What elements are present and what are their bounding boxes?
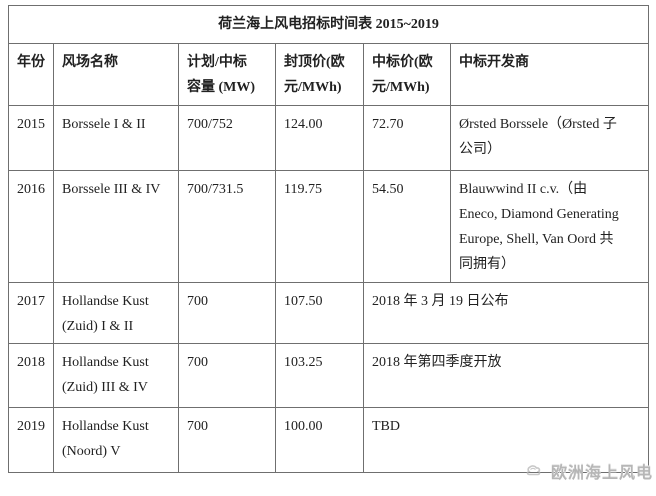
cell-merged-status: TBD <box>362 407 650 473</box>
cell-capacity: 700 <box>178 343 276 408</box>
cell-ceiling-price: 107.50 <box>275 282 364 344</box>
header-ceiling-price: 封顶价(欧 元/MWh) <box>275 43 364 106</box>
header-strike-price: 中标价(欧 元/MWh) <box>363 43 451 106</box>
cell-developer: Blauwwind II c.v.（由 Eneco, Diamond Gener… <box>449 170 650 283</box>
cell-developer: Ørsted Borssele（Ørsted 子 公司） <box>449 105 650 171</box>
table-title: 荷兰海上风电招标时间表 2015~2019 <box>7 5 650 44</box>
watermark-logo-icon <box>526 461 548 481</box>
cell-wind-farm: Hollandse Kust (Zuid) I & II <box>53 282 179 344</box>
cell-wind-farm: Hollandse Kust (Noord) V <box>53 407 179 473</box>
cell-capacity: 700/752 <box>178 105 276 171</box>
cell-year: 2016 <box>8 170 54 283</box>
header-year: 年份 <box>8 43 54 106</box>
table-title-row: 荷兰海上风电招标时间表 2015~2019 <box>7 5 650 44</box>
cell-year: 2019 <box>8 407 54 473</box>
cell-capacity: 700 <box>178 282 276 344</box>
header-capacity: 计划/中标 容量 (MW) <box>178 43 276 106</box>
cell-merged-status: 2018 年第四季度开放 <box>362 343 650 408</box>
cell-wind-farm: Hollandse Kust (Zuid) III & IV <box>53 343 179 408</box>
watermark-text: 欧洲海上风电 <box>550 465 653 482</box>
table-row-2019: 2019 Hollandse Kust (Noord) V 700 100.00… <box>8 407 650 473</box>
cell-strike-price: 54.50 <box>363 170 451 283</box>
cell-ceiling-price: 119.75 <box>275 170 364 283</box>
cell-ceiling-price: 124.00 <box>275 105 364 171</box>
cell-merged-status: 2018 年 3 月 19 日公布 <box>362 282 650 344</box>
cell-wind-farm: Borssele I & II <box>53 105 179 171</box>
cell-year: 2017 <box>8 282 54 344</box>
cell-wind-farm: Borssele III & IV <box>53 170 179 283</box>
watermark: 欧洲海上风电 <box>526 459 653 483</box>
cell-year: 2018 <box>8 343 54 408</box>
header-developer: 中标开发商 <box>449 43 650 106</box>
cell-capacity: 700 <box>178 407 276 473</box>
cell-capacity: 700/731.5 <box>178 170 276 283</box>
cell-year: 2015 <box>8 105 54 171</box>
table-header-row: 年份 风场名称 计划/中标 容量 (MW) 封顶价(欧 元/MWh) 中标价(欧… <box>8 43 650 106</box>
table-row-2015: 2015 Borssele I & II 700/752 124.00 72.7… <box>8 105 650 171</box>
header-wind-farm: 风场名称 <box>53 43 179 106</box>
table-row-2018: 2018 Hollandse Kust (Zuid) III & IV 700 … <box>8 343 650 408</box>
cell-ceiling-price: 100.00 <box>275 407 364 473</box>
cell-ceiling-price: 103.25 <box>275 343 364 408</box>
wind-tender-table: 荷兰海上风电招标时间表 2015~2019 年份 风场名称 计划/中标 容量 (… <box>7 5 650 473</box>
table-row-2016: 2016 Borssele III & IV 700/731.5 119.75 … <box>8 170 650 283</box>
table-row-2017: 2017 Hollandse Kust (Zuid) I & II 700 10… <box>8 282 650 344</box>
cell-strike-price: 72.70 <box>363 105 451 171</box>
